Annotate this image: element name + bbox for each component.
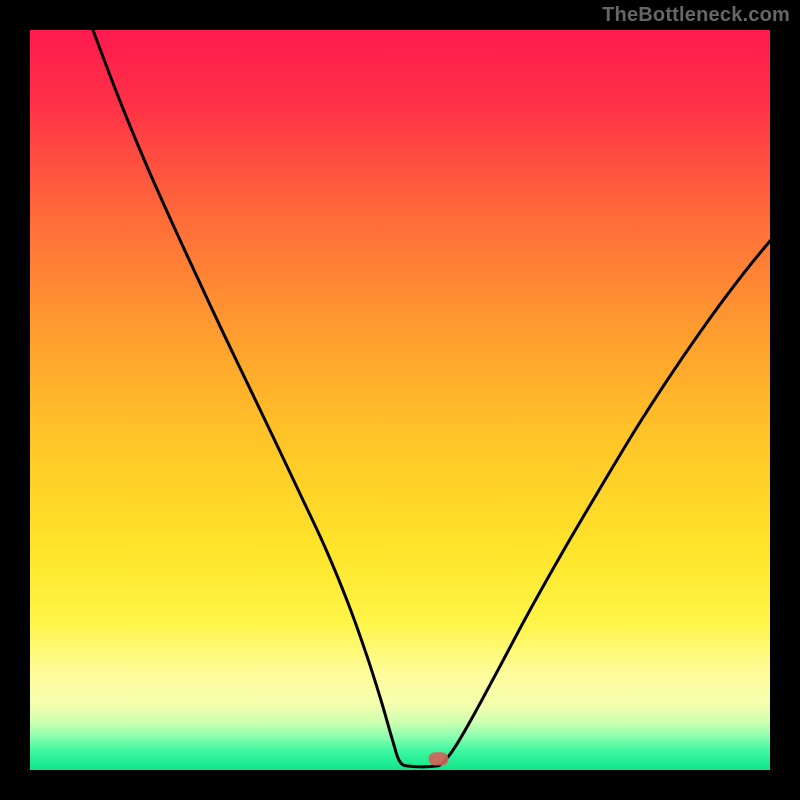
plot-background: [30, 30, 770, 770]
optimum-marker: [428, 752, 448, 765]
bottleneck-chart: [0, 0, 800, 800]
watermark-text: TheBottleneck.com: [602, 4, 790, 27]
chart-container: TheBottleneck.com: [0, 0, 800, 800]
